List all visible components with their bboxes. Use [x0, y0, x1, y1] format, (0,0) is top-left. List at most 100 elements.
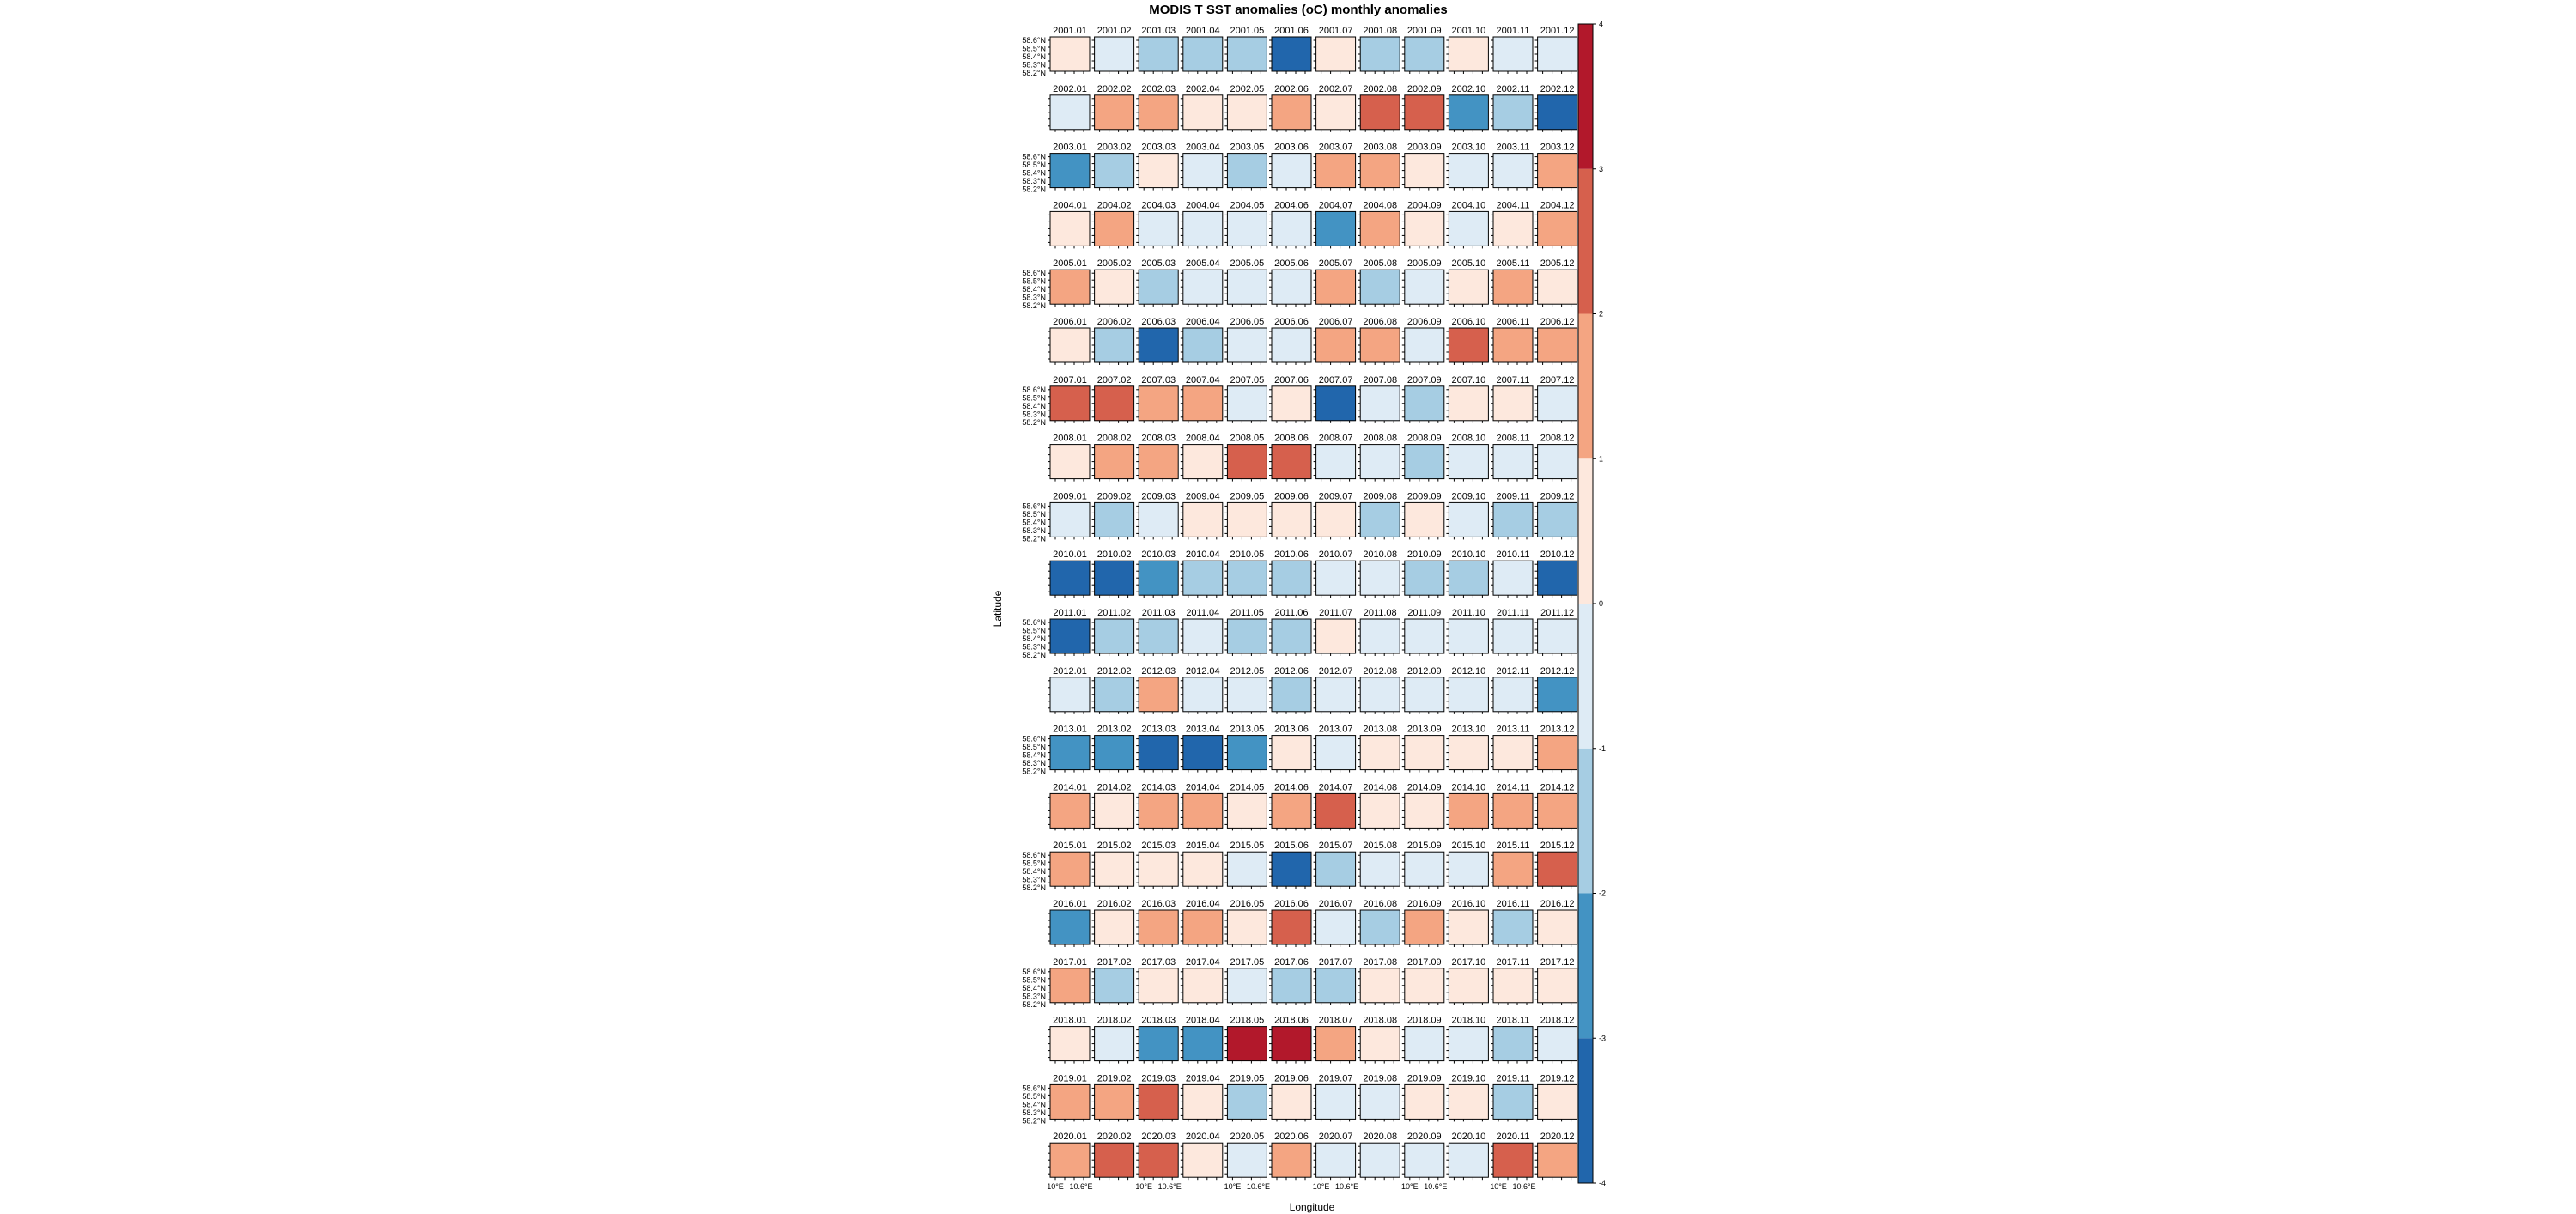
panel-2001-08: 2001.08 [1358, 26, 1400, 74]
panel-label: 2019.08 [1363, 1073, 1397, 1083]
panel-2015-03: 2015.03 [1136, 841, 1179, 889]
y-tick-label: 58.4°N [1022, 867, 1046, 876]
panel-2016-09: 2016.09 [1401, 899, 1445, 947]
panel-fill [1359, 792, 1400, 829]
panel-2016-11: 2016.11 [1491, 899, 1534, 947]
panel-label: 2002.06 [1274, 84, 1309, 94]
panel-fill [1138, 269, 1179, 305]
panel-2018-07: 2018.07 [1313, 1016, 1357, 1064]
panel-label: 2012.12 [1540, 666, 1575, 677]
panel-fill [1315, 327, 1357, 363]
panel-label: 2016.08 [1363, 899, 1397, 909]
x-tick-label: 10°E [1401, 1182, 1419, 1191]
panel-2015-11: 2015.11 [1491, 841, 1534, 889]
panel-2014-09: 2014.09 [1401, 782, 1445, 831]
panel-label: 2002.10 [1452, 84, 1486, 94]
panel-2010-01: 2010.01 [1048, 549, 1091, 598]
panel-label: 2015.07 [1319, 841, 1353, 851]
panel-label: 2011.01 [1054, 608, 1087, 618]
panel-2018-02: 2018.02 [1091, 1016, 1135, 1064]
panel-label: 2017.09 [1407, 957, 1442, 968]
y-tick-label: 58.4°N [1022, 169, 1046, 178]
panel-fill [1537, 327, 1578, 363]
panel-label: 2015.06 [1274, 841, 1309, 851]
panel-2010-05: 2010.05 [1224, 549, 1267, 598]
panel-2017-11: 2017.11 [1491, 957, 1534, 1005]
panel-2001-07: 2001.07 [1313, 26, 1357, 74]
panel-2002-11: 2002.11 [1491, 84, 1534, 132]
panel-label: 2014.07 [1319, 782, 1353, 792]
colorbar-bin [1578, 748, 1593, 894]
panel-fill [1226, 327, 1267, 363]
panel-2008-02: 2008.02 [1091, 434, 1135, 482]
panel-fill [1226, 735, 1267, 771]
panel-label: 2009.10 [1452, 491, 1486, 501]
panel-2009-11: 2009.11 [1491, 491, 1534, 540]
panel-2009-09: 2009.09 [1401, 491, 1445, 540]
panel-fill [1049, 327, 1091, 363]
y-tick-label: 58.2°N [1022, 185, 1046, 194]
panel-label: 2012.05 [1230, 666, 1265, 677]
panel-label: 2001.10 [1452, 26, 1486, 36]
panel-2013-07: 2013.07 [1313, 725, 1357, 773]
panel-label: 2014.08 [1363, 782, 1397, 792]
panel-2008-06: 2008.06 [1269, 434, 1312, 482]
panel-label: 2013.05 [1230, 725, 1265, 735]
panel-label: 2009.08 [1363, 491, 1397, 501]
panel-2012-05: 2012.05 [1224, 666, 1267, 714]
panel-fill [1315, 909, 1357, 945]
panel-2011-06: 2011.06 [1269, 608, 1312, 656]
y-tick-label: 58.2°N [1022, 1116, 1046, 1125]
panel-fill [1182, 269, 1224, 305]
panel-2004-12: 2004.12 [1534, 200, 1578, 249]
panel-2002-09: 2002.09 [1401, 84, 1445, 132]
panel-2013-03: 2013.03 [1136, 725, 1179, 773]
panel-label: 2002.12 [1540, 84, 1575, 94]
panel-fill [1537, 909, 1578, 945]
y-tick-label: 58.5°N [1022, 277, 1046, 286]
panel-fill [1404, 968, 1445, 1004]
panel-fill [1404, 909, 1445, 945]
panel-fill [1049, 677, 1091, 713]
panel-fill [1049, 153, 1091, 189]
panel-fill [1492, 909, 1534, 945]
panel-fill [1182, 792, 1224, 829]
panel-label: 2003.05 [1230, 143, 1265, 153]
panel-fill [1094, 444, 1135, 480]
panel-2007-04: 2007.04 [1180, 375, 1224, 423]
panel-fill [1315, 792, 1357, 829]
panel-label: 2006.12 [1540, 317, 1575, 327]
panel-label: 2013.11 [1497, 725, 1530, 735]
panel-label: 2013.12 [1540, 725, 1575, 735]
panel-label: 2013.01 [1053, 725, 1087, 735]
panel-label: 2004.06 [1274, 200, 1309, 210]
panel-2003-10: 2003.10 [1446, 143, 1489, 191]
panel-fill [1537, 618, 1578, 654]
panel-fill [1226, 210, 1267, 246]
panel-label: 2002.02 [1097, 84, 1132, 94]
panel-label: 2009.09 [1407, 491, 1442, 501]
colorbar-tick-label: 4 [1599, 20, 1603, 28]
panel-fill [1537, 677, 1578, 713]
panel-2020-08: 2020.08 [1358, 1132, 1400, 1181]
panel-2010-11: 2010.11 [1491, 549, 1534, 598]
colorbar-bin [1578, 458, 1593, 604]
panel-fill [1138, 1142, 1179, 1178]
panel-fill [1404, 618, 1445, 654]
panel-fill [1182, 851, 1224, 887]
panel-label: 2007.11 [1497, 375, 1530, 385]
panel-label: 2007.04 [1186, 375, 1220, 385]
panel-fill [1138, 385, 1179, 422]
panel-fill [1492, 36, 1534, 72]
panel-fill [1226, 560, 1267, 596]
panel-fill [1315, 560, 1357, 596]
panel-label: 2003.01 [1053, 143, 1087, 153]
panel-fill [1271, 501, 1312, 537]
panel-fill [1404, 327, 1445, 363]
panel-2002-10: 2002.10 [1446, 84, 1489, 132]
panel-fill [1537, 36, 1578, 72]
panel-label: 2011.04 [1186, 608, 1219, 618]
panel-label: 2010.08 [1363, 549, 1397, 560]
panel-label: 2007.12 [1540, 375, 1575, 385]
panel-fill [1448, 851, 1489, 887]
